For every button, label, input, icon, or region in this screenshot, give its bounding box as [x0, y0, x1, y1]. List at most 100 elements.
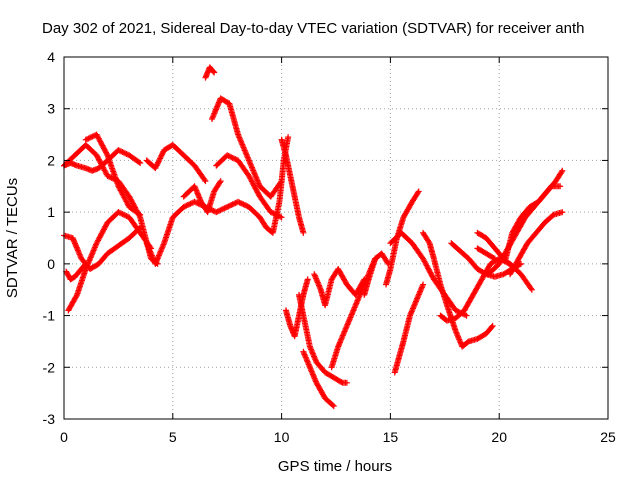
data-point [120, 211, 127, 218]
series-track-21 [383, 188, 422, 288]
series-track-8 [143, 141, 209, 185]
data-point [216, 207, 223, 214]
series-track-12 [213, 152, 285, 221]
data-point [231, 155, 237, 162]
data-point [221, 205, 228, 212]
data-point [491, 255, 498, 262]
data-point [183, 202, 190, 209]
data-point [135, 159, 142, 166]
series-track-22 [391, 281, 427, 376]
data-point [116, 209, 123, 216]
data-point [231, 200, 237, 207]
data-point [105, 173, 112, 180]
data-point [214, 208, 221, 215]
data-point [285, 134, 292, 141]
data-point [228, 202, 235, 209]
data-point [452, 307, 459, 314]
data-point [220, 205, 227, 212]
data-point [82, 260, 89, 267]
y-tick-label: 2 [47, 152, 55, 168]
data-point [137, 160, 144, 167]
chart-title: Day 302 of 2021, Sidereal Day-to-day VTE… [42, 20, 584, 37]
data-point [338, 379, 345, 386]
data-point [202, 178, 209, 185]
data-point [415, 188, 422, 195]
data-point [527, 285, 534, 292]
data-point [488, 324, 495, 331]
series-track-16 [296, 291, 350, 386]
series-track-20 [361, 250, 392, 298]
data-point [414, 189, 421, 196]
series-track-30 [507, 209, 566, 278]
y-tick-label: -1 [43, 308, 56, 324]
data-point [228, 154, 235, 161]
data-point [188, 200, 195, 207]
data-point [225, 152, 232, 159]
data-point [241, 202, 248, 209]
data-point [182, 203, 189, 210]
data-point [270, 210, 277, 217]
data-point [84, 136, 91, 143]
data-point [153, 163, 160, 170]
data-point [420, 281, 427, 288]
ticks-layer: 0 5 10 15 20 25 -3 -2 -1 0 1 2 3 4 [43, 49, 616, 445]
data-point [557, 183, 564, 190]
y-tick-label: -3 [43, 411, 56, 427]
data-point [235, 198, 242, 205]
data-point [300, 229, 307, 236]
data-point [103, 150, 110, 157]
data-point [180, 203, 187, 210]
y-tick-label: 3 [47, 101, 55, 117]
data-point [115, 147, 122, 154]
data-point [85, 135, 92, 142]
data-point [329, 402, 336, 409]
data-point [159, 149, 166, 156]
data-point [229, 154, 236, 161]
data-point [154, 161, 161, 168]
data-point [236, 199, 243, 206]
data-point [119, 211, 126, 218]
data-point [269, 209, 276, 216]
data-point [119, 149, 126, 156]
series-track-2 [61, 147, 144, 174]
data-point [157, 155, 164, 162]
data-point [159, 151, 166, 158]
data-point [156, 156, 163, 163]
data-point [425, 238, 432, 245]
data-point [191, 198, 198, 205]
series-track-13 [256, 134, 292, 236]
data-point [559, 209, 566, 216]
data-point [135, 210, 142, 217]
series-track-10 [202, 64, 218, 81]
data-point [201, 176, 208, 183]
data-point [463, 312, 470, 319]
series-track-11 [208, 95, 285, 200]
data-point [490, 254, 497, 261]
grid-layer [64, 57, 608, 419]
y-tick-label: 4 [47, 49, 55, 65]
data-point [229, 201, 236, 208]
data-point [528, 286, 535, 293]
data-point [559, 167, 566, 174]
data-point [137, 211, 144, 218]
data-point [211, 69, 218, 76]
data-point [232, 200, 239, 207]
data-point [122, 212, 129, 219]
data-point [192, 199, 199, 206]
data-point [224, 152, 231, 159]
data-point [184, 202, 191, 209]
data-point [304, 276, 311, 283]
data-point [187, 200, 194, 207]
data-point [88, 134, 95, 141]
data-point [243, 202, 250, 209]
data-point [155, 159, 162, 166]
data-point [558, 169, 565, 176]
data-point [489, 322, 496, 329]
data-point [104, 172, 111, 179]
series-track-28 [485, 183, 564, 278]
data-point [225, 203, 232, 210]
data-point [240, 201, 247, 208]
data-point [226, 202, 233, 209]
data-point [157, 154, 164, 161]
